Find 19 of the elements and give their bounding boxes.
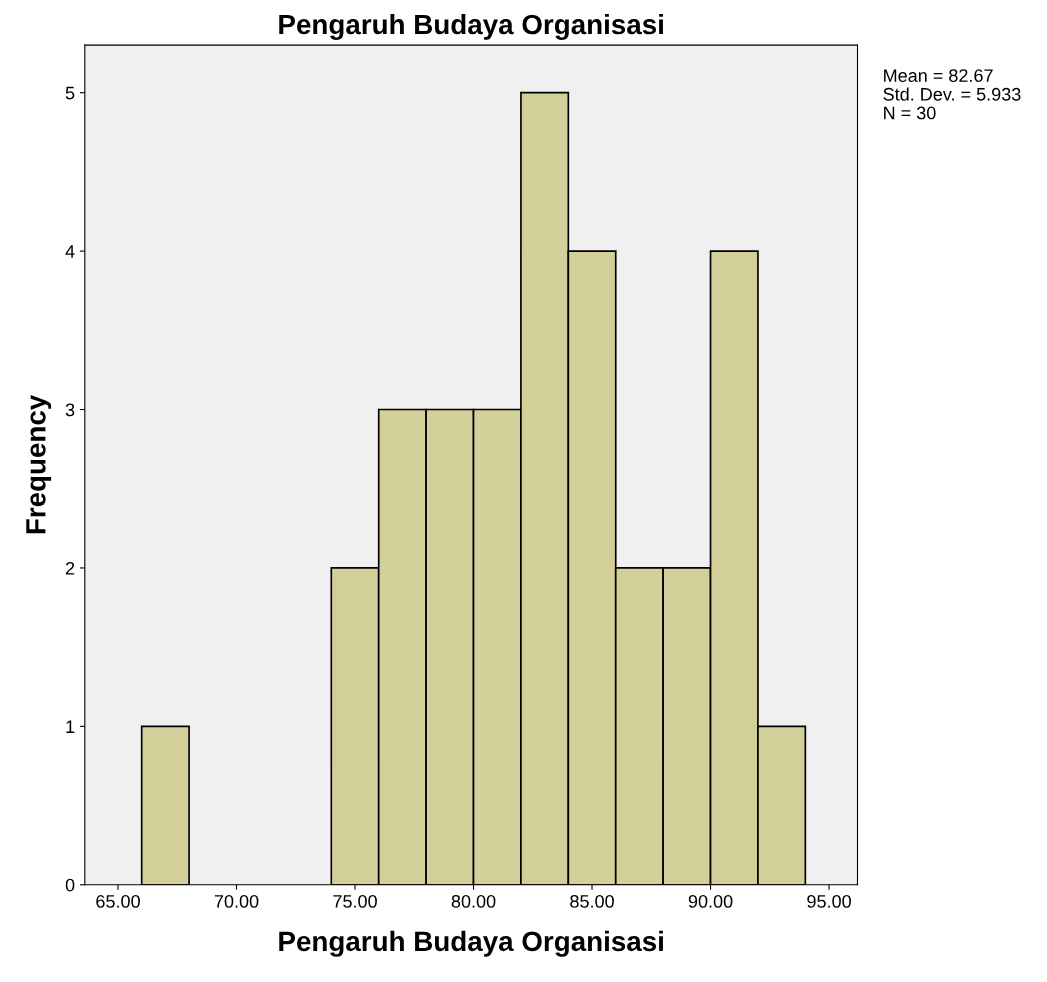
- text: Std. Dev. = 5.933: [883, 87, 1021, 101]
- text: Mean = 82.67: [884, 69, 993, 82]
- x-tick-label: 70.00: [214, 894, 259, 908]
- y-tick-label: 4: [65, 245, 75, 258]
- x-tick-label: 95.00: [807, 894, 851, 908]
- x-tick-label: 75.00: [333, 894, 377, 908]
- y-tick-label: 1: [66, 720, 75, 733]
- x-axis-title: Pengaruh Budaya Organisasi: [279, 930, 663, 957]
- text: N = 30: [884, 106, 936, 120]
- y-tick-label: 2: [65, 561, 75, 575]
- y-tick-label: 5: [65, 86, 75, 100]
- chart-title: Pengaruh Budaya Organisasi: [279, 13, 663, 40]
- y-tick-label: 3: [65, 403, 75, 417]
- y-tick-label: 0: [65, 878, 75, 892]
- x-tick-label: 80.00: [451, 894, 496, 908]
- x-tick-label: 65.00: [96, 894, 140, 908]
- x-tick-label: 90.00: [688, 894, 733, 908]
- x-tick-label: 85.00: [570, 894, 614, 908]
- y-axis-title: Frequency: [26, 394, 52, 534]
